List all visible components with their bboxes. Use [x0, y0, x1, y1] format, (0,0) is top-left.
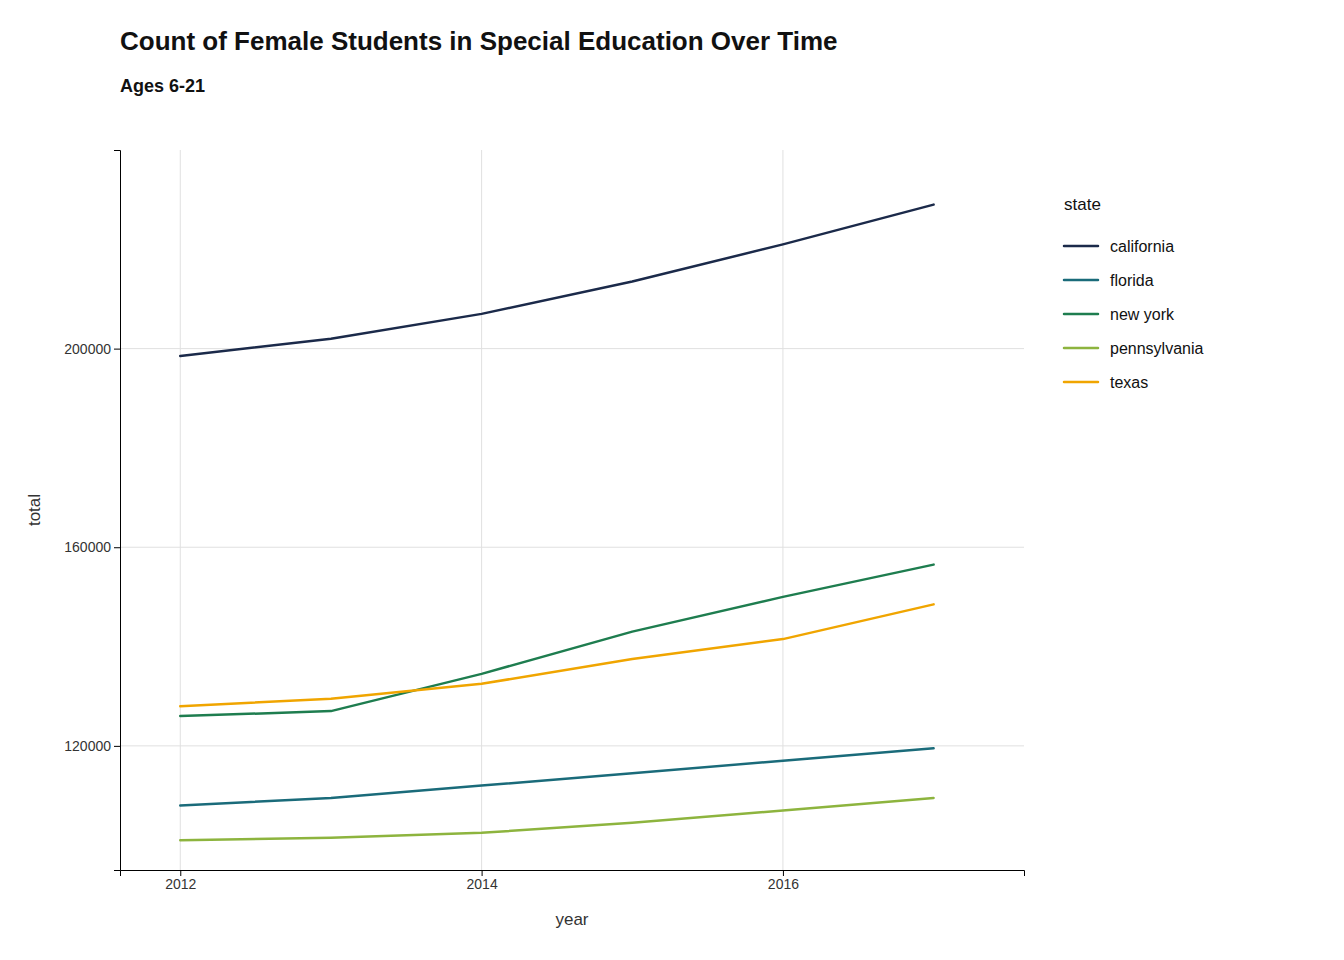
series-line — [180, 565, 933, 716]
y-axis: 120000 160000 200000 — [64, 151, 120, 871]
x-tick-label: 2016 — [768, 876, 799, 892]
grid-line-y — [120, 547, 1024, 548]
legend-item: pennsylvania — [1064, 340, 1204, 357]
legend-swatch — [1064, 279, 1098, 282]
y-tick-label: 200000 — [64, 341, 111, 357]
x-tick: 2012 — [165, 870, 196, 892]
x-axis-line — [121, 871, 1025, 877]
y-tick-mark — [114, 349, 120, 350]
y-tick: 160000 — [64, 539, 120, 555]
x-axis-label: year — [555, 910, 588, 929]
legend-label: pennsylvania — [1110, 340, 1204, 357]
series-line — [180, 748, 933, 805]
y-axis-line — [114, 151, 121, 871]
y-tick: 200000 — [64, 341, 120, 357]
y-tick-label: 160000 — [64, 539, 111, 555]
plot: 2012 2014 2016 120000 160000 200000 year total — [25, 150, 1025, 929]
grid-line-y — [120, 745, 1024, 746]
legend-swatch — [1064, 245, 1098, 248]
series-line — [180, 604, 933, 706]
series-line — [180, 798, 933, 840]
legend-item: california — [1064, 238, 1174, 255]
legend-swatch — [1064, 381, 1098, 384]
legend-swatch — [1064, 347, 1098, 350]
series-line — [180, 205, 933, 356]
legend-item: texas — [1064, 374, 1148, 391]
legend-title: state — [1064, 195, 1101, 214]
x-axis: 2012 2014 2016 — [121, 870, 1025, 892]
legend: state california florida new york pennsylvan… — [1064, 195, 1204, 391]
legend-item: new york — [1064, 306, 1175, 323]
x-tick: 2014 — [467, 870, 498, 892]
legend-label: california — [1110, 238, 1174, 255]
x-tick-label: 2012 — [165, 876, 196, 892]
chart: Count of Female Students in Special Educ… — [0, 0, 1344, 960]
y-tick-mark — [114, 746, 120, 747]
grid-line-x — [180, 150, 181, 870]
grid — [120, 150, 1024, 870]
legend-label: texas — [1110, 374, 1148, 391]
y-tick-mark — [114, 547, 120, 548]
legend-label: new york — [1110, 306, 1175, 323]
subtitle: Ages 6-21 — [120, 76, 205, 96]
title: Count of Female Students in Special Educ… — [120, 26, 838, 56]
y-axis-label: total — [25, 494, 44, 526]
grid-line-x — [481, 150, 482, 870]
lines — [180, 205, 933, 841]
y-tick: 120000 — [64, 738, 120, 754]
y-tick-label: 120000 — [64, 738, 111, 754]
x-tick-label: 2014 — [467, 876, 498, 892]
legend-item: florida — [1064, 272, 1154, 289]
x-tick: 2016 — [768, 870, 799, 892]
legend-label: florida — [1110, 272, 1154, 289]
legend-swatch — [1064, 313, 1098, 316]
